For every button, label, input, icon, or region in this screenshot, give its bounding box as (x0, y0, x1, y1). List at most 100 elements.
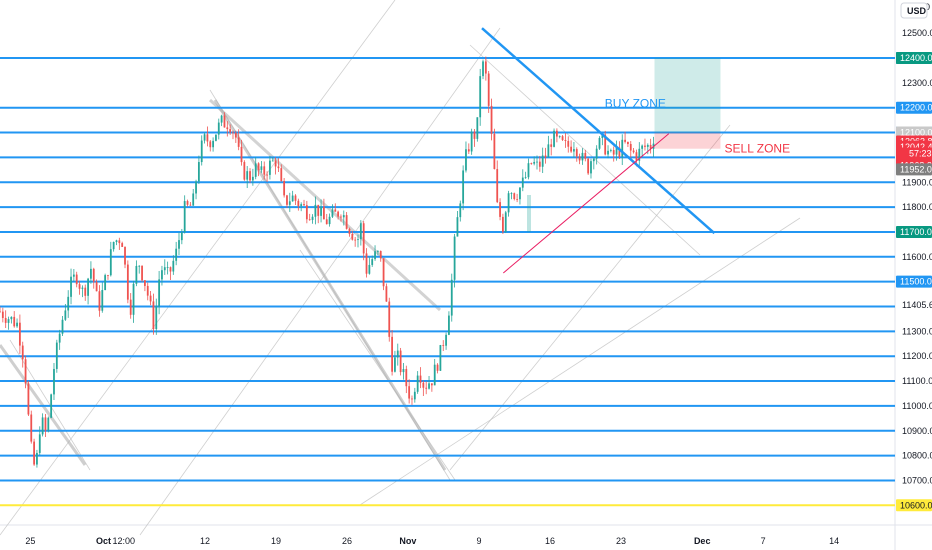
level-price-tag: 12200.0 (900, 103, 932, 113)
candle-body (604, 134, 607, 155)
candle-body (368, 264, 371, 274)
candle-body (161, 270, 163, 280)
candle-body (448, 315, 450, 335)
candle-body (4, 317, 7, 323)
candle-body (382, 258, 385, 287)
time-tick-label: 25 (25, 536, 35, 546)
candle-body (354, 239, 357, 241)
support-trendline (502, 133, 670, 274)
price-tick-label: 11000.0 (902, 401, 932, 411)
candle-body (371, 259, 374, 265)
candle-body (362, 223, 365, 254)
candle-body (581, 152, 584, 161)
candle-body (200, 140, 203, 163)
candle-body (587, 158, 590, 174)
candle-body (564, 140, 567, 141)
candle-body (430, 383, 433, 386)
candle-body (527, 163, 530, 178)
candle-body (490, 105, 493, 134)
currency-control[interactable]: USD (900, 2, 928, 19)
candle-body (334, 209, 337, 212)
candle-body (254, 163, 257, 177)
candle-body (297, 200, 300, 207)
candle-body (396, 350, 399, 358)
candle-body (450, 279, 453, 316)
candle-body (240, 146, 243, 163)
candle-body (476, 117, 479, 139)
candle-body (30, 414, 33, 442)
time-tick-label: 14 (829, 536, 839, 546)
candle-body (104, 275, 107, 291)
candle-body (635, 152, 638, 161)
candle-body (112, 241, 115, 250)
price-tag-bg (896, 163, 932, 176)
candle-body (70, 276, 72, 297)
price-tick-label: 11600.0 (902, 252, 932, 262)
candle-body (320, 206, 322, 216)
candle-body (124, 246, 126, 265)
candle-body (141, 265, 143, 281)
candle-body (428, 383, 430, 389)
time-tick-label: 16 (545, 536, 555, 546)
price-tag: 12042.4 (900, 142, 932, 152)
price-tag-bg (896, 225, 932, 238)
candle-body (87, 278, 89, 296)
candle-body (166, 267, 169, 268)
candle-body (493, 133, 496, 170)
price-tick-label: 11900.0 (902, 177, 932, 187)
candle-body (260, 166, 263, 170)
price-tick-label-partial: 0 (925, 2, 930, 12)
candle-body (192, 193, 195, 206)
candle-body (342, 215, 345, 218)
candle-body (195, 181, 197, 194)
candle-body (445, 334, 447, 346)
candle-body (169, 267, 172, 272)
candle-body (411, 398, 413, 400)
candle-body (263, 166, 266, 175)
candle-body (58, 333, 61, 343)
price-tick-label: 11100.0 (902, 376, 932, 386)
candle-body (138, 265, 141, 267)
candle-body (345, 215, 348, 229)
candle-body (479, 76, 482, 118)
candle-body (38, 434, 41, 453)
candle-body (7, 319, 10, 323)
candle-body (459, 203, 462, 218)
time-tick-label: Dec (694, 536, 711, 546)
candle-body (146, 285, 149, 296)
candle-body (541, 155, 544, 167)
candle-body (419, 375, 422, 383)
candle-body (21, 345, 24, 360)
channel-line (359, 217, 801, 506)
candle-body (209, 141, 212, 148)
candle-body (502, 216, 504, 232)
candle-body (598, 137, 601, 149)
candle-body (92, 268, 95, 282)
candle-body (186, 201, 189, 205)
candle-body (521, 177, 524, 188)
candle-body (484, 61, 487, 74)
price-tag-bg (896, 52, 932, 64)
channel-line (299, 249, 456, 481)
candle-body (575, 149, 578, 157)
candle-body (646, 144, 649, 147)
candle-body (303, 204, 305, 206)
candles (0, 56, 655, 468)
candle-body (149, 295, 152, 302)
candle-body (144, 280, 146, 286)
candle-body (300, 204, 303, 207)
candle-body (234, 132, 237, 138)
candle-body (308, 219, 311, 221)
time-axis: 25 Oct 12:00 12 19 26 Nov 9 16 23 Dec 7 14 (25, 536, 839, 546)
candle-body (405, 369, 408, 387)
candle-body (61, 319, 64, 334)
time-tick-label: 12:00 (113, 536, 136, 546)
candle-body (385, 286, 388, 302)
volume-highlight (527, 195, 531, 232)
candle-body (544, 155, 547, 158)
candle-body (615, 147, 618, 155)
candle-body (72, 274, 75, 277)
candle-body (115, 240, 118, 242)
channel-band (213, 99, 447, 471)
level-price-tag: 11500.0 (900, 277, 932, 287)
